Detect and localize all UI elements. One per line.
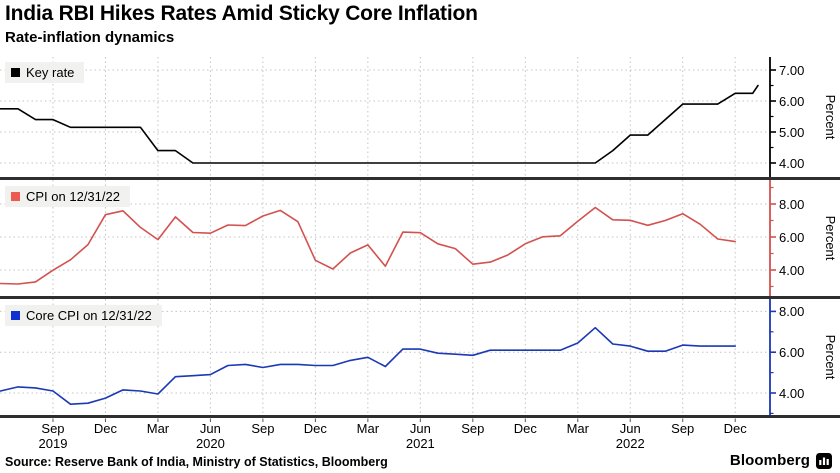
x-axis-month-label: Jun [200, 421, 221, 436]
bloomberg-wordmark: Bloomberg [729, 452, 810, 469]
y-axis-tick-label: 4.00 [779, 386, 804, 401]
y-axis-tick-label: 5.00 [779, 125, 804, 140]
x-axis-month-label: Dec [724, 421, 748, 436]
y-axis-title: Percent [823, 335, 838, 380]
x-axis-month-label: Jun [620, 421, 641, 436]
x-axis-month-label: Sep [251, 421, 274, 436]
x-axis-month-label: Sep [461, 421, 484, 436]
source-line: Source: Reserve Bank of India, Ministry … [5, 455, 388, 469]
x-axis-month-label: Mar [147, 421, 170, 436]
series-line-key-rate [0, 84, 759, 164]
y-axis-tick-label: 8.00 [779, 197, 804, 212]
bloomberg-branding: Bloomberg [730, 452, 832, 469]
legend-key-rate-label: Key rate [26, 65, 75, 80]
x-axis-month-label: Mar [357, 421, 380, 436]
legend-key-rate[interactable]: Key rate [5, 62, 85, 83]
y-axis-tick-label: 7.00 [779, 63, 804, 78]
core-cpi-swatch-icon [11, 311, 20, 320]
x-axis-month-label: Jun [410, 421, 431, 436]
page-subtitle: Rate-inflation dynamics [5, 29, 175, 46]
y-axis-tick-label: 6.00 [779, 94, 804, 109]
x-axis-month-label: Sep [671, 421, 694, 436]
y-axis-tick-label: 4.00 [779, 156, 804, 171]
series-line-cpi-on-12-31-22 [0, 206, 737, 285]
y-axis-tick-label: 6.00 [779, 345, 804, 360]
x-axis-year-label: 2021 [406, 436, 435, 451]
bloomberg-logo-icon [816, 452, 832, 469]
y-axis-tick-label: 4.00 [779, 263, 804, 278]
x-axis-year-label: 2019 [39, 436, 68, 451]
legend-core-cpi-label: Core CPI on 12/31/22 [26, 308, 152, 323]
x-axis-month-label: Sep [41, 421, 64, 436]
x-axis-month-label: Dec [514, 421, 538, 436]
x-axis-year-label: 2020 [196, 436, 225, 451]
panel-separator [0, 177, 840, 180]
legend-core-cpi[interactable]: Core CPI on 12/31/22 [5, 305, 162, 326]
page-title: India RBI Hikes Rates Amid Sticky Core I… [5, 2, 478, 25]
x-axis-month-label: Dec [94, 421, 118, 436]
y-axis-title: Percent [823, 216, 838, 261]
legend-cpi[interactable]: CPI on 12/31/22 [5, 186, 130, 207]
y-axis-tick-label: 6.00 [779, 230, 804, 245]
x-axis-month-label: Dec [304, 421, 328, 436]
panel-separator [0, 296, 840, 299]
x-axis-year-label: 2022 [616, 436, 645, 451]
y-axis-tick-label: 8.00 [779, 304, 804, 319]
key-rate-swatch-icon [11, 68, 20, 77]
legend-cpi-label: CPI on 12/31/22 [26, 189, 120, 204]
x-axis-month-label: Mar [567, 421, 590, 436]
series-line-core-cpi-on-12-31-22 [0, 326, 737, 406]
cpi-swatch-icon [11, 192, 20, 201]
y-axis-title: Percent [823, 95, 838, 140]
panel-separator [0, 415, 840, 418]
